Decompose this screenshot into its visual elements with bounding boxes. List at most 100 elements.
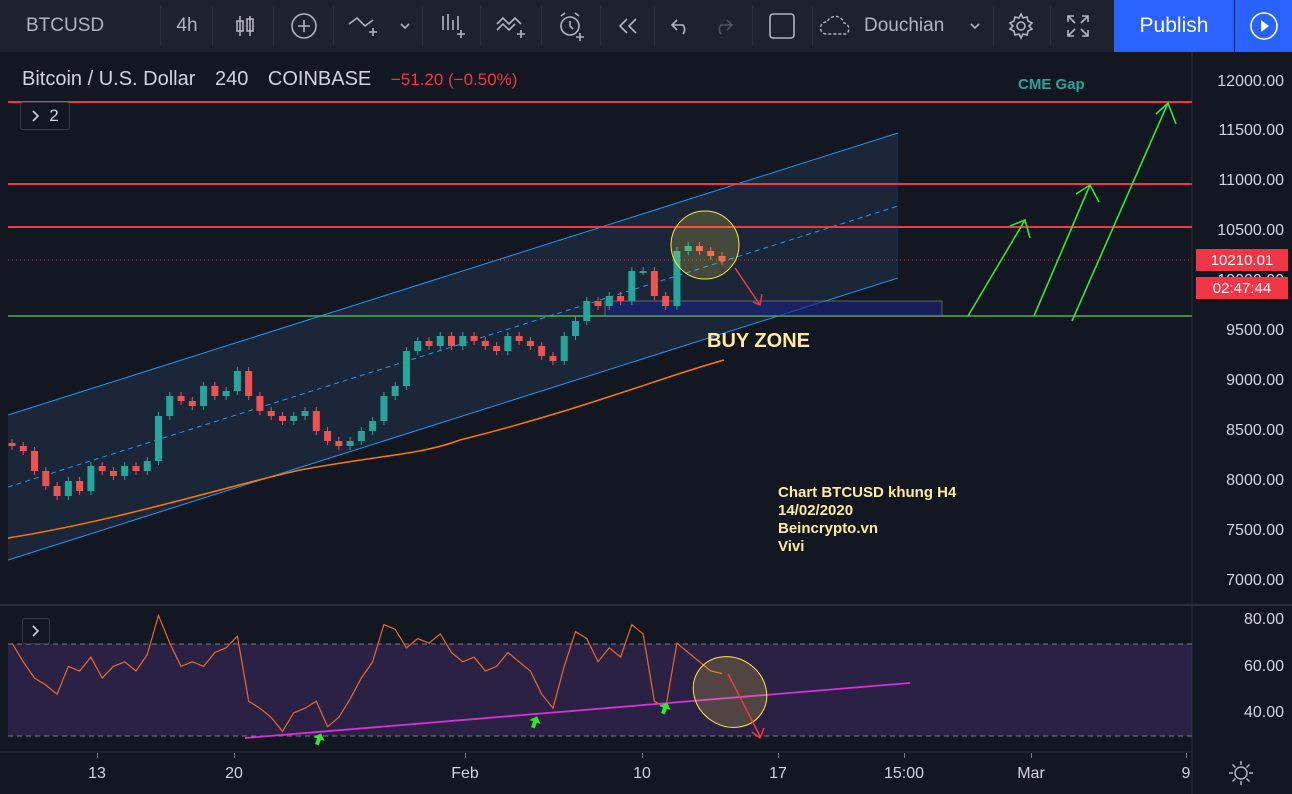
candle [166,396,174,416]
settings-sun-icon[interactable] [1228,760,1254,791]
candle [121,466,129,476]
redo-icon[interactable] [702,0,744,52]
candle [425,341,433,346]
candle [290,416,298,421]
layout-chevron-icon[interactable] [960,0,990,52]
countdown-badge: 02:47:44 [1196,277,1288,299]
time-tick: 10 [633,765,651,782]
layout-button[interactable]: Douchian [818,0,958,52]
interval-label: 4h [176,15,198,36]
price-tick: 10500.00 [1217,222,1284,239]
candle [53,486,61,496]
candle [662,296,670,306]
rsi-green-arrows [313,702,671,746]
chevron-right-icon [32,625,40,637]
candle [650,271,658,296]
layout-name: Douchian [864,15,945,36]
candle [177,396,185,401]
candle [324,431,332,441]
channel-fill [8,133,898,560]
indicators-icon[interactable] [428,0,476,52]
price-tick: 7000.00 [1226,572,1284,589]
chart-area[interactable] [0,52,1292,794]
candle [346,441,354,446]
rsi-axis[interactable]: 80.00 60.00 40.00 [1193,606,1292,752]
down-arrow-head [752,293,763,307]
candle [684,246,692,251]
rsi-toggle[interactable] [22,618,50,644]
price-tick: 9500.00 [1226,322,1284,339]
candle [76,481,84,491]
candle [188,401,196,406]
time-tick: 15:00 [884,765,925,782]
candle [594,301,602,306]
candle [402,351,410,386]
fullscreen-icon[interactable] [758,0,806,52]
time-axis[interactable]: 13 20 Feb 10 17 15:00 Mar 9 [0,753,1192,794]
time-tick: 13 [88,765,106,782]
candlesticks [8,242,726,500]
price-tick: 7500.00 [1226,522,1284,539]
cme-gap-label[interactable]: CME Gap [1018,76,1085,93]
candle [707,251,715,256]
compare-icon[interactable] [340,0,390,52]
symbol-search-button[interactable]: BTCUSD [10,0,160,52]
time-tick: 9 [1181,765,1191,782]
rsi-trendline[interactable] [244,682,911,739]
play-button[interactable] [1235,0,1292,52]
down-arrow [734,267,761,306]
publish-button[interactable]: Publish [1114,0,1234,52]
candles-icon[interactable] [222,0,268,52]
candle [8,443,16,446]
templates-icon[interactable] [486,0,536,52]
candle [538,346,546,356]
candle [245,371,253,396]
candle [493,346,501,351]
maximize-icon[interactable] [1054,0,1102,52]
buy-zone-label[interactable]: BUY ZONE [707,330,810,352]
rsi-highlight-ellipse [692,656,768,728]
play-icon [1249,12,1278,40]
rsi-tick: 80.00 [1243,611,1284,628]
note-line: 14/02/2020 [778,502,854,519]
candle [267,411,275,416]
candle [312,411,320,431]
channel-lower-line[interactable] [7,277,899,561]
alert-icon[interactable] [548,0,594,52]
candle [233,371,241,391]
price-tick: 12000.00 [1217,73,1284,90]
interval-button[interactable]: 4h [162,0,212,52]
chart-note[interactable]: Chart BTCUSD khung H4 14/02/2020 Beincry… [778,484,956,556]
candle [31,451,39,471]
rsi-tick: 40.00 [1243,704,1284,721]
price-tick: 8500.00 [1226,422,1284,439]
candle [470,336,478,341]
note-line: Vivi [778,538,805,555]
candle [222,391,230,396]
undo-icon[interactable] [660,0,702,52]
candle [98,466,106,471]
candle [481,341,489,346]
candle [200,386,208,406]
candle [639,271,647,273]
price-axis[interactable]: 12000.0011500.0011000.0010500.0010000.00… [1193,52,1292,605]
replay-icon[interactable] [606,0,650,52]
chevron-down-icon[interactable] [392,0,418,52]
rsi-line [11,613,723,733]
candle [357,431,365,441]
buy-zone-box[interactable] [604,300,943,317]
gear-icon[interactable] [998,0,1044,52]
candle [448,336,456,346]
candle [583,301,591,321]
candle [369,421,377,431]
candle [436,336,444,346]
candle [64,481,72,496]
add-indicator-icon[interactable] [280,0,328,52]
candle [695,246,703,251]
channel-upper-line[interactable] [7,132,899,416]
candle [673,251,681,306]
candle [380,396,388,421]
current-price-badge: 10210.01 [1196,249,1288,271]
indicators-toggle[interactable]: 2 [20,102,70,130]
price-tick: 11000.00 [1218,172,1284,189]
